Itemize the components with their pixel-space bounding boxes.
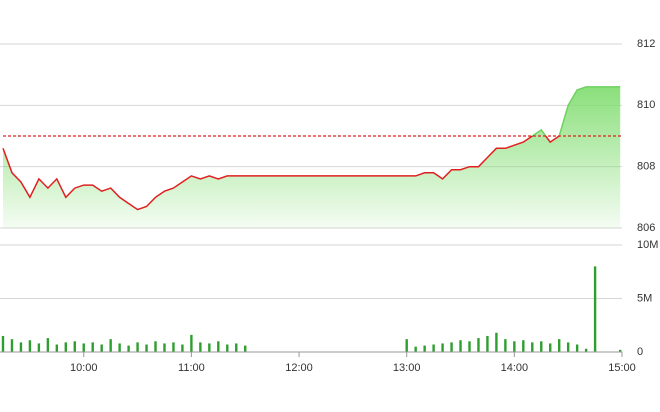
y-tick-label: 10M <box>637 239 658 251</box>
volume-bar <box>593 266 597 352</box>
x-tick-label: 14:00 <box>501 362 529 374</box>
volume-bar <box>549 343 552 352</box>
x-tick-label: 15:00 <box>608 362 636 374</box>
volume-bar <box>513 341 516 352</box>
volume-bar <box>118 343 121 352</box>
volume-bar <box>127 345 130 352</box>
y-tick-label: 0 <box>637 346 643 358</box>
price-area <box>3 86 621 229</box>
y-tick-label: 812 <box>637 38 655 50</box>
volume-bar <box>244 345 247 352</box>
volume-bar <box>190 334 193 352</box>
volume-bar <box>55 344 59 352</box>
volume-bar <box>19 342 23 352</box>
volume-bar <box>423 345 426 352</box>
volume-bar <box>504 339 507 352</box>
volume-bar <box>172 342 175 352</box>
y-tick-label: 808 <box>637 161 655 173</box>
volume-bar <box>154 341 157 352</box>
volume-bar <box>226 344 229 352</box>
volume-bar <box>1 335 5 352</box>
volume-bar <box>37 343 41 352</box>
volume-bar <box>28 340 32 352</box>
volume-bar <box>495 332 498 352</box>
y-tick-label: 806 <box>637 222 655 234</box>
volume-bar <box>441 343 444 352</box>
volume-bar <box>145 344 148 352</box>
price-line-down <box>2 136 560 211</box>
volume-bar <box>405 339 408 352</box>
volume-bar <box>235 343 238 352</box>
volume-bar <box>558 339 561 352</box>
volume-bar <box>432 344 435 352</box>
volume-bar <box>531 342 534 352</box>
volume-bar <box>575 344 579 352</box>
volume-bar <box>73 341 76 352</box>
y-tick-label: 5M <box>637 292 652 304</box>
volume-bar <box>109 339 112 352</box>
volume-bar <box>82 343 85 352</box>
x-tick-label: 10:00 <box>70 362 98 374</box>
volume-bar <box>217 341 220 352</box>
volume-bar <box>163 343 166 352</box>
volume-bar <box>91 342 94 352</box>
volume-bar <box>566 342 570 352</box>
y-tick-label: 810 <box>637 99 655 111</box>
volume-bar <box>522 340 525 352</box>
volume-bar <box>10 339 14 352</box>
volume-bar <box>540 341 543 352</box>
volume-bar <box>584 348 588 352</box>
volume-bar <box>136 342 139 352</box>
volume-bar <box>486 335 489 352</box>
x-tick-label: 11:00 <box>178 362 205 374</box>
volume-bar <box>46 338 50 352</box>
volume-bar <box>208 343 211 352</box>
volume-bar <box>199 342 202 352</box>
volume-bar <box>477 338 480 352</box>
volume-bar <box>64 342 67 352</box>
volume-bar <box>468 341 471 352</box>
volume-bar <box>414 346 417 352</box>
volume-bar <box>459 340 462 352</box>
x-tick-label: 13:00 <box>393 362 421 374</box>
volume-bar <box>181 344 184 352</box>
volume-bar <box>100 344 103 352</box>
volume-bar <box>450 342 453 352</box>
x-tick-label: 12:00 <box>285 362 313 374</box>
volume-bar <box>619 349 622 352</box>
